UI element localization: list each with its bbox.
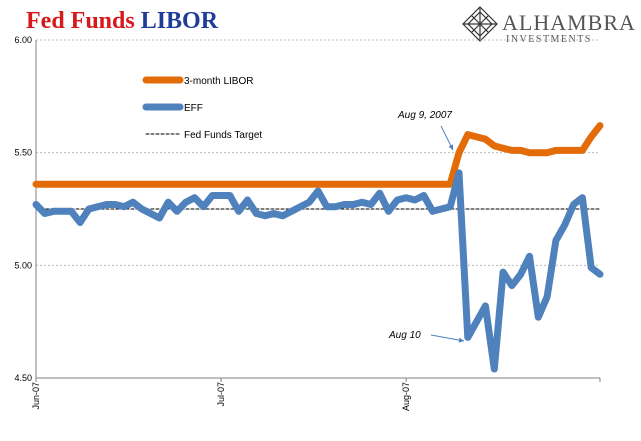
chart-title-fed-funds: Fed Funds [26, 8, 135, 34]
annotation-label: Aug 10 [388, 330, 421, 341]
logo-subtitle: INVESTMENTS [506, 34, 592, 45]
annotation-arrowhead [448, 144, 453, 150]
alhambra-logo: ALHAMBRA INVESTMENTS [462, 6, 637, 46]
x-tick-label: Aug-07 [401, 382, 411, 411]
legend-label: 3-month LIBOR [184, 76, 253, 87]
legend-label: Fed Funds Target [184, 130, 262, 141]
series-line-eff [32, 169, 604, 373]
logo-name: ALHAMBRA [502, 10, 636, 35]
legend: 3-month LIBOR EFF Fed Funds Target [142, 76, 262, 141]
x-tick-label: Jun-07 [31, 382, 41, 410]
y-tick-label: 4.50 [14, 373, 32, 383]
annotations: Aug 9, 2007 Aug 10 [388, 110, 465, 343]
axes: 4.50 5.00 5.50 6.00 Jun-07 Jul-07 Aug-07 [14, 35, 601, 411]
chart-title-libor: LIBOR [140, 8, 219, 34]
annotation-label: Aug 9, 2007 [397, 110, 452, 121]
series-line-3-month-libor [32, 122, 604, 188]
y-tick-label: 5.00 [14, 260, 32, 270]
x-tick-label: Jul-07 [216, 382, 226, 407]
annotation-arrow [430, 334, 465, 342]
y-tick-label: 6.00 [14, 35, 32, 45]
series-lines [32, 122, 604, 373]
diamond-lattice-icon [462, 6, 498, 42]
grid-lines [36, 39, 600, 266]
legend-label: EFF [184, 103, 203, 114]
chart-title: Fed Funds LIBOR [26, 8, 218, 35]
annotation-arrowhead [458, 337, 464, 343]
y-tick-label: 5.50 [14, 148, 32, 158]
